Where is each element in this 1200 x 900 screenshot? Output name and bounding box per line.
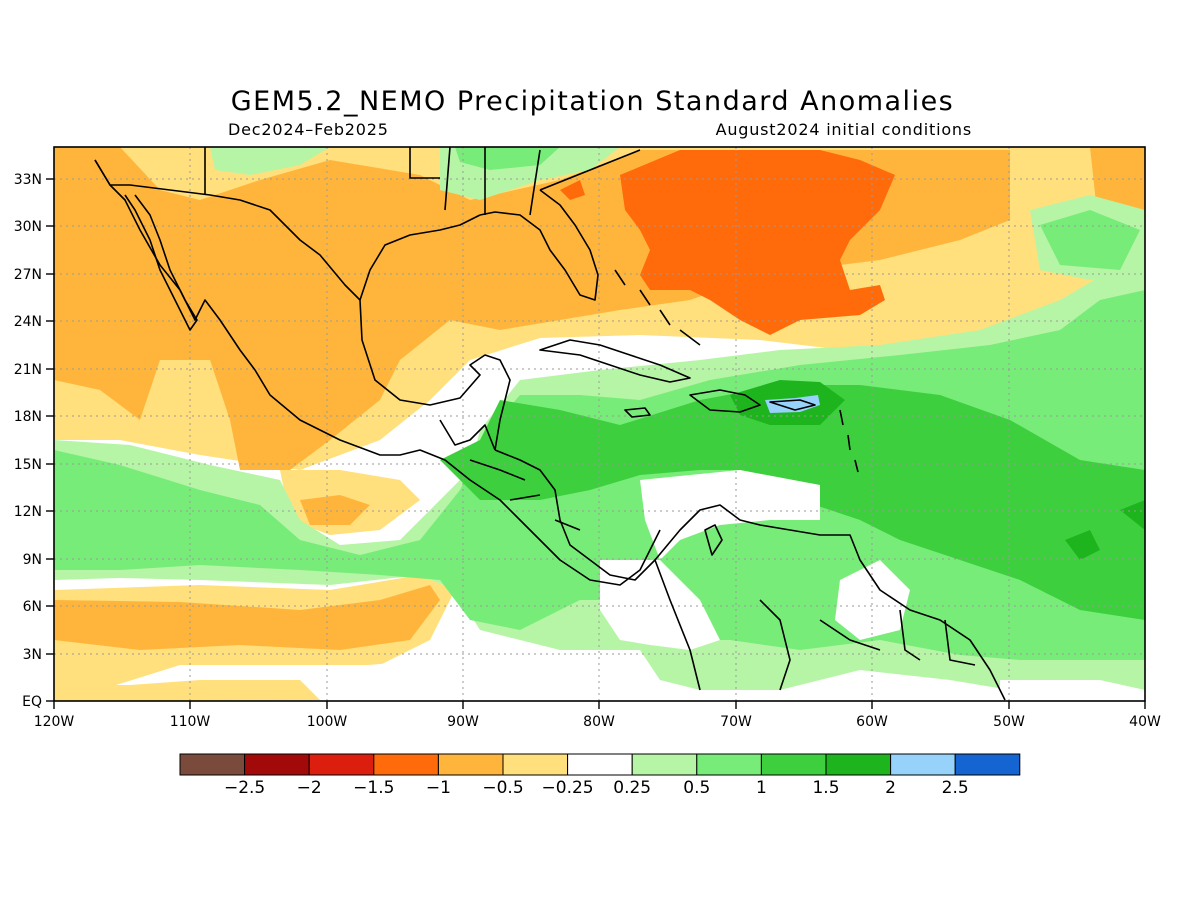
colorbar-label: 0.25 [613,778,651,798]
moderate-dry-band-south-pacific [54,585,440,650]
coastlines [94,147,1006,701]
colorbar-label: 1 [756,778,767,798]
colorbar-label: 1.5 [812,778,839,798]
colorbar-label: −0.5 [482,778,523,798]
colorbar [179,753,1021,776]
wet-core-caribbean [440,385,1145,620]
lat-label: 6N [23,599,42,615]
lat-label: EQ [22,694,42,710]
colorbar-swatch [308,753,375,776]
colorbar-swatch [696,753,762,776]
coast-florida [479,189,599,301]
lon-label: 70W [720,714,752,730]
lat-label: 21N [14,362,42,378]
lat-label: 33N [14,172,42,188]
colorbar-swatch [179,753,246,776]
coast-baja [124,194,198,331]
tick-marks [46,178,1146,709]
colorbar-swatch [954,753,1021,776]
wet-atlantic-north-deeper [1040,210,1140,270]
colorbar-swatch [244,753,310,776]
strong-dry-spot [560,180,585,200]
colorbar-swatch [890,753,956,776]
lon-label: 80W [583,714,615,730]
neutral-equatorial-east [1000,680,1145,701]
colorbar-label: −1 [426,778,451,798]
colorbar-labels: −2.5 −2 −1.5 −1 −0.5 −0.25 0.25 0.5 1 1.… [224,778,969,798]
lat-lon-grid [54,147,1145,701]
lat-label: 30N [14,219,42,235]
initial-conditions: August2024 initial conditions [715,120,972,139]
map-title: GEM5.2_NEMO Precipitation Standard Anoma… [230,86,955,117]
lon-label: 60W [856,714,888,730]
border-us-states [204,147,541,216]
coast-puerto-rico [769,399,816,411]
coast-hispaniola [689,389,761,413]
colorbar-swatch [631,753,698,776]
wet-us-southeast-deeper [455,147,560,170]
colorbar-label: −2.5 [224,778,265,798]
colorbar-swatch [373,753,439,776]
dry-pacific-south-strip [54,680,320,701]
strong-wet-east [1065,530,1100,560]
coast-lesser-antilles [839,409,859,473]
coast-central-america-caribbean [494,449,1006,701]
neutral-guianas [835,560,910,640]
coast-us-atlantic [539,149,641,191]
wet-mexico-north [210,147,330,175]
coast-bahamas [614,269,701,346]
coast-gulf-mexico [359,214,511,451]
colorbar-label: −2 [297,778,322,798]
coast-jamaica [624,407,651,418]
lat-label: 27N [14,267,42,283]
lat-label: 18N [14,409,42,425]
lon-label: 50W [993,714,1025,730]
lon-label: 40W [1129,714,1161,730]
colorbar-swatch [437,753,504,776]
lat-label: 15N [14,457,42,473]
lat-label: 3N [23,647,42,663]
colorbar-swatch [502,753,569,776]
colorbar-label: 0.5 [683,778,710,798]
moderate-dry-pacific-mid [300,495,370,525]
lon-labels: 120W 110W 100W 90W 80W 70W 60W 50W 40W [34,714,1161,730]
neutral-south-america-inner [600,560,720,650]
lat-label: 9N [23,552,42,568]
coast-mexico-pacific [94,159,661,586]
colorbar-label: −0.25 [542,778,594,798]
colorbar-label: 2.5 [942,778,969,798]
lon-label: 90W [447,714,479,730]
strong-wet-far-east [1120,500,1145,530]
colorbar-label: 2 [885,778,896,798]
coast-cuba [539,339,691,383]
lon-label: 120W [34,714,75,730]
colorbar-swatch [567,753,633,776]
lat-labels: 33N 30N 27N 24N 21N 18N 15N 12N 9N 6N 3N… [14,172,42,710]
border-south-america [654,559,976,691]
forecast-period: Dec2024–Feb2025 [228,120,389,139]
lon-label: 100W [307,714,348,730]
lat-label: 12N [14,504,42,520]
coast-lake-maracaibo [704,524,723,556]
border-us-mexico [94,159,361,301]
border-central-america [439,419,581,531]
colorbar-swatch [760,753,827,776]
lon-label: 110W [170,714,211,730]
colorbar-swatch [825,753,892,776]
very-wet-puerto-rico [765,395,820,413]
colorbar-label: −1.5 [353,778,394,798]
lat-label: 24N [14,314,42,330]
strong-dry-atlantic [620,150,895,335]
neutral-south-america [640,470,820,560]
